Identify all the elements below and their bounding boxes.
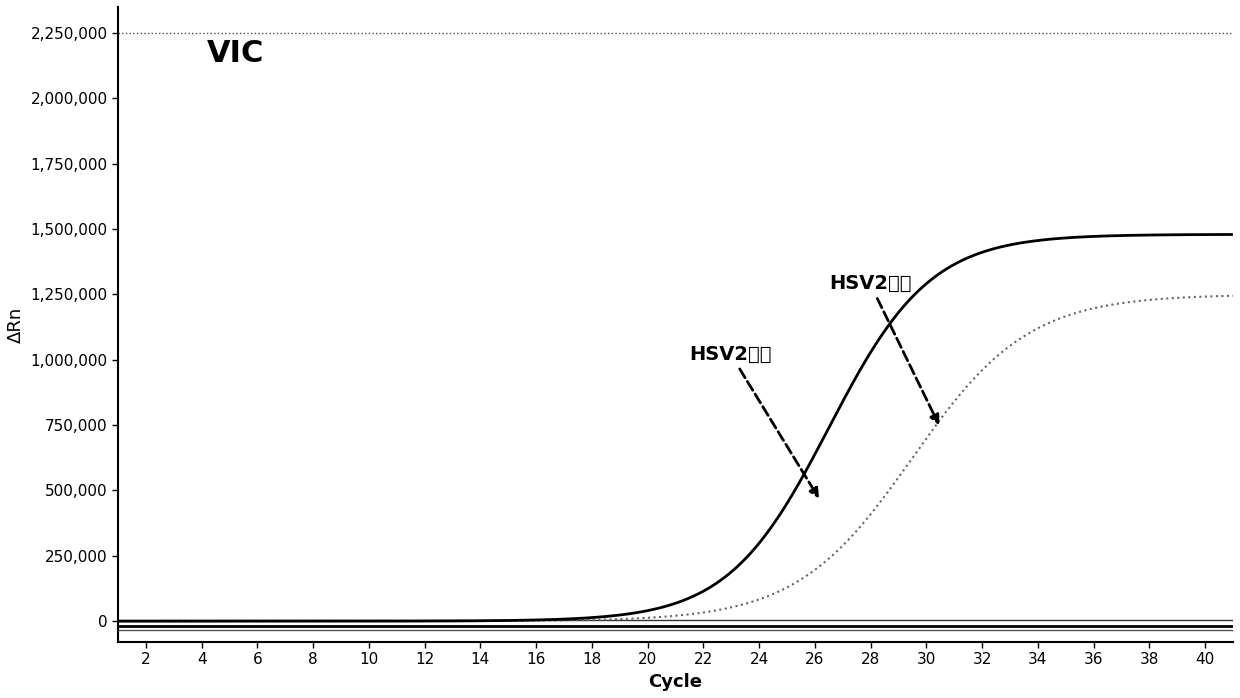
Text: HSV2样本: HSV2样本 — [689, 345, 817, 496]
Text: HSV2质粒: HSV2质粒 — [828, 274, 937, 422]
Y-axis label: ΔRn: ΔRn — [7, 306, 25, 343]
X-axis label: Cycle: Cycle — [649, 673, 703, 691]
Text: VIC: VIC — [207, 38, 264, 68]
